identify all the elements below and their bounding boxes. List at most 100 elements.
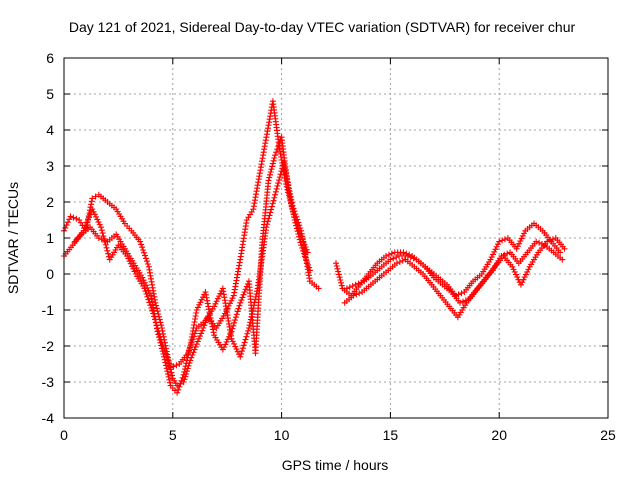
trace-marker bbox=[283, 173, 290, 180]
trace-marker bbox=[290, 205, 297, 212]
axes bbox=[63, 57, 609, 419]
trace-marker bbox=[141, 252, 148, 259]
y-tick-label: -3 bbox=[42, 374, 55, 390]
trace-marker bbox=[190, 333, 197, 340]
trace-marker bbox=[493, 243, 500, 250]
trace-marker bbox=[292, 211, 299, 217]
trace-marker bbox=[204, 297, 211, 304]
trace-marker bbox=[230, 322, 237, 329]
trace-marker bbox=[286, 188, 293, 195]
trace-marker bbox=[143, 291, 150, 297]
y-tick-label: -2 bbox=[42, 338, 55, 354]
trace-marker bbox=[250, 302, 257, 309]
data-point bbox=[150, 310, 157, 317]
trace-marker bbox=[254, 288, 261, 295]
trace-marker bbox=[213, 298, 220, 305]
trace-marker bbox=[170, 363, 177, 370]
x-axis-label: GPS time / hours bbox=[282, 457, 389, 473]
trace-marker bbox=[165, 371, 172, 378]
trace-marker bbox=[144, 261, 151, 267]
data-point bbox=[167, 364, 174, 371]
data-point bbox=[80, 227, 87, 234]
trace-marker bbox=[163, 353, 170, 360]
trace-marker bbox=[181, 368, 188, 375]
trace-marker bbox=[247, 319, 254, 326]
data-point bbox=[263, 224, 270, 231]
data-point bbox=[533, 238, 540, 245]
trace-marker bbox=[208, 320, 215, 327]
trace-marker bbox=[185, 347, 192, 354]
trace-marker bbox=[238, 348, 245, 355]
trace-marker bbox=[169, 372, 176, 379]
trace-marker bbox=[295, 219, 302, 226]
trace-marker bbox=[101, 238, 108, 245]
trace-marker bbox=[455, 291, 462, 298]
trace-marker bbox=[240, 342, 247, 349]
trace-marker bbox=[178, 377, 185, 384]
y-tick-label: 6 bbox=[46, 50, 54, 66]
trace-marker bbox=[166, 379, 173, 386]
trace-marker bbox=[209, 323, 216, 330]
trace-marker bbox=[519, 232, 526, 239]
data-point bbox=[404, 253, 411, 259]
trace-marker bbox=[96, 221, 103, 228]
trace-marker bbox=[86, 214, 93, 221]
trace-marker bbox=[233, 311, 240, 318]
trace-marker bbox=[285, 185, 292, 192]
trace-marker bbox=[521, 230, 528, 237]
x-tick-label: 15 bbox=[383, 427, 399, 443]
data-point bbox=[180, 371, 187, 378]
trace-marker bbox=[239, 345, 246, 352]
trace-marker bbox=[234, 348, 241, 355]
trace-marker bbox=[130, 265, 137, 272]
trace-marker bbox=[210, 329, 217, 336]
trace-marker bbox=[164, 368, 171, 375]
data-point bbox=[383, 253, 390, 259]
trace-marker bbox=[73, 215, 80, 222]
trace-marker bbox=[186, 344, 193, 351]
trace-marker bbox=[197, 299, 204, 306]
data-point bbox=[137, 238, 144, 245]
trace-marker bbox=[276, 177, 283, 184]
trace-marker bbox=[514, 243, 521, 250]
trace-marker bbox=[288, 196, 295, 203]
trace-marker bbox=[388, 250, 395, 257]
trace-marker bbox=[510, 266, 517, 273]
trace-marker bbox=[520, 276, 527, 283]
trace-marker bbox=[228, 297, 235, 304]
trace-marker bbox=[248, 313, 255, 320]
trace-marker bbox=[208, 317, 215, 324]
x-tick-label: 10 bbox=[274, 427, 290, 443]
data-point bbox=[139, 274, 146, 281]
trace-marker bbox=[241, 339, 248, 346]
x-tick-label: 20 bbox=[491, 427, 507, 443]
trace-marker bbox=[276, 174, 283, 181]
trace-marker bbox=[274, 182, 281, 189]
trace-marker bbox=[337, 277, 344, 283]
trace-marker bbox=[338, 279, 345, 286]
trace-marker bbox=[127, 260, 134, 267]
trace-marker bbox=[198, 330, 205, 337]
trace-marker bbox=[524, 268, 531, 275]
data-point bbox=[67, 213, 74, 220]
trace-marker bbox=[501, 251, 508, 258]
trace-marker bbox=[160, 345, 167, 351]
trace-marker bbox=[153, 322, 160, 329]
trace-marker bbox=[231, 340, 238, 347]
trace-marker bbox=[104, 247, 111, 254]
trace-marker bbox=[212, 300, 219, 307]
trace-marker bbox=[281, 165, 288, 172]
trace-marker bbox=[154, 308, 161, 315]
trace-marker bbox=[81, 225, 88, 232]
y-axis-label: SDTVAR / TECUs bbox=[5, 182, 21, 294]
trace-marker bbox=[157, 333, 164, 340]
trace-marker bbox=[203, 291, 210, 298]
trace-marker bbox=[297, 225, 304, 231]
trace-marker bbox=[492, 246, 499, 253]
data-point bbox=[496, 238, 503, 245]
trace-marker bbox=[162, 359, 169, 366]
grid-lines bbox=[64, 58, 608, 418]
trace-marker bbox=[142, 255, 149, 262]
trace-marker bbox=[333, 263, 340, 269]
trace-marker bbox=[499, 237, 506, 244]
